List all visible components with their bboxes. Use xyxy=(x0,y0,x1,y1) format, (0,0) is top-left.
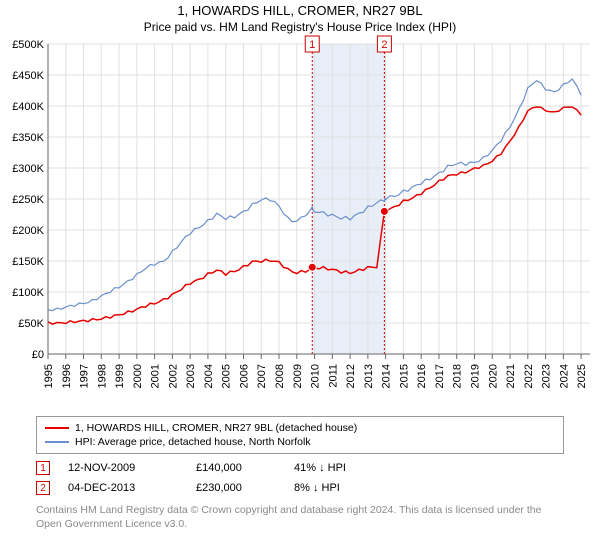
svg-text:2023: 2023 xyxy=(541,364,553,388)
svg-text:2001: 2001 xyxy=(150,364,162,388)
svg-text:2019: 2019 xyxy=(469,364,481,388)
svg-text:2013: 2013 xyxy=(363,364,375,388)
legend-swatch-blue xyxy=(45,441,69,443)
svg-text:2007: 2007 xyxy=(256,364,268,388)
svg-text:2016: 2016 xyxy=(416,364,428,388)
sale-date: 12-NOV-2009 xyxy=(68,462,178,474)
svg-text:2009: 2009 xyxy=(292,364,304,388)
svg-text:2005: 2005 xyxy=(221,364,233,388)
svg-text:2: 2 xyxy=(381,39,387,51)
svg-text:2020: 2020 xyxy=(487,364,499,388)
svg-text:2004: 2004 xyxy=(203,364,215,388)
svg-text:2012: 2012 xyxy=(345,364,357,388)
svg-text:2014: 2014 xyxy=(381,364,393,388)
legend-label-1: 1, HOWARDS HILL, CROMER, NR27 9BL (detac… xyxy=(75,422,357,434)
svg-text:2025: 2025 xyxy=(576,364,588,388)
sale-diff: 8% ↓ HPI xyxy=(294,482,394,494)
svg-text:2008: 2008 xyxy=(274,364,286,388)
svg-text:1996: 1996 xyxy=(61,364,73,388)
svg-text:2002: 2002 xyxy=(167,364,179,388)
sale-row: 2 04-DEC-2013 £230,000 8% ↓ HPI xyxy=(36,478,564,498)
svg-text:2024: 2024 xyxy=(558,364,570,388)
svg-text:£500K: £500K xyxy=(12,39,44,51)
sale-price: £140,000 xyxy=(196,462,276,474)
sale-list: 1 12-NOV-2009 £140,000 41% ↓ HPI 2 04-DE… xyxy=(36,458,564,498)
chart-subtitle: Price paid vs. HM Land Registry's House … xyxy=(0,20,600,34)
svg-text:2010: 2010 xyxy=(310,364,322,388)
legend-swatch-red xyxy=(45,427,69,429)
svg-text:2011: 2011 xyxy=(327,364,339,388)
svg-text:£400K: £400K xyxy=(12,101,44,113)
legend-label-2: HPI: Average price, detached house, Nort… xyxy=(75,436,311,448)
svg-text:£100K: £100K xyxy=(12,287,44,299)
sale-marker-icon: 2 xyxy=(36,481,50,495)
svg-text:£300K: £300K xyxy=(12,163,44,175)
sale-price: £230,000 xyxy=(196,482,276,494)
svg-text:2022: 2022 xyxy=(523,364,535,388)
svg-text:£250K: £250K xyxy=(12,194,44,206)
svg-text:1997: 1997 xyxy=(79,364,91,388)
svg-text:£200K: £200K xyxy=(12,225,44,237)
svg-text:£50K: £50K xyxy=(18,318,44,330)
svg-text:1995: 1995 xyxy=(43,364,55,388)
sale-marker-icon: 1 xyxy=(36,461,50,475)
svg-text:2006: 2006 xyxy=(238,364,250,388)
svg-text:2021: 2021 xyxy=(505,364,517,388)
svg-text:2018: 2018 xyxy=(452,364,464,388)
svg-text:2015: 2015 xyxy=(398,364,410,388)
svg-text:2000: 2000 xyxy=(132,364,144,388)
sale-diff: 41% ↓ HPI xyxy=(294,462,394,474)
sale-row: 1 12-NOV-2009 £140,000 41% ↓ HPI xyxy=(36,458,564,478)
sale-date: 04-DEC-2013 xyxy=(68,482,178,494)
svg-text:£450K: £450K xyxy=(12,70,44,82)
svg-text:£150K: £150K xyxy=(12,256,44,268)
price-chart: £0 £50K £100K £150K £200K £250K £300K £350K £400… xyxy=(0,34,600,414)
footer-text: Contains HM Land Registry data © Crown c… xyxy=(36,504,564,531)
svg-text:2003: 2003 xyxy=(185,364,197,388)
svg-text:2017: 2017 xyxy=(434,364,446,388)
legend: 1, HOWARDS HILL, CROMER, NR27 9BL (detac… xyxy=(36,416,564,454)
svg-text:1: 1 xyxy=(309,39,315,51)
svg-text:1999: 1999 xyxy=(114,364,126,388)
svg-text:£0: £0 xyxy=(32,349,44,361)
svg-text:£350K: £350K xyxy=(12,132,44,144)
svg-text:1998: 1998 xyxy=(96,364,108,388)
chart-title: 1, HOWARDS HILL, CROMER, NR27 9BL xyxy=(0,3,600,18)
